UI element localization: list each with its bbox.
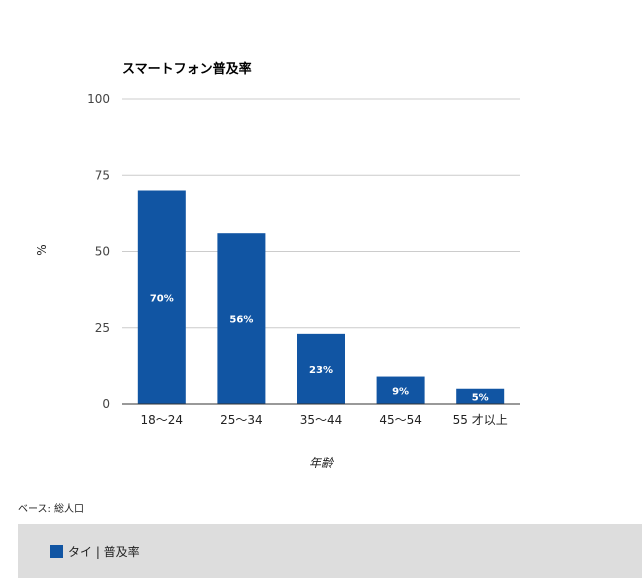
x-tick-label: 55 才以上 [453, 413, 508, 427]
bar-data-label: 23% [309, 365, 333, 376]
bar[interactable] [297, 333, 345, 404]
bars [137, 190, 505, 405]
y-axis-ticks: 0 25 50 75 100 [87, 92, 110, 411]
bar[interactable] [456, 388, 505, 404]
x-tick-label: 35〜44 [300, 413, 343, 427]
x-tick-label: 18〜24 [141, 413, 184, 427]
y-tick-label: 100 [87, 92, 110, 106]
y-tick-label: 75 [95, 168, 110, 182]
legend-label: タイ | 普及率 [68, 545, 140, 559]
y-axis-title: % [35, 244, 49, 255]
bar-data-label: 5% [472, 392, 489, 403]
chart: スマートフォン普及率 0 25 50 75 100 70% 56% 23% 9% 5% 18〜2… [35, 61, 520, 470]
base-note: ベース: 総人口 [18, 504, 85, 515]
y-tick-label: 50 [95, 245, 110, 259]
x-tick-label: 45〜54 [379, 413, 422, 427]
legend-swatch [50, 545, 63, 558]
x-tick-label: 25〜34 [220, 413, 263, 427]
bar-data-label: 9% [392, 386, 409, 397]
bar-labels: 70% 56% 23% 9% 5% [150, 293, 489, 403]
bar-data-label: 70% [150, 293, 174, 304]
legend-item[interactable]: タイ | 普及率 [50, 543, 140, 560]
y-tick-label: 25 [95, 321, 110, 335]
bar[interactable] [137, 190, 186, 405]
chart-title: スマートフォン普及率 [122, 61, 252, 77]
legend: タイ | 普及率 [18, 524, 642, 578]
gridlines [122, 98, 520, 329]
x-axis-title: 年齢 [309, 456, 335, 470]
bar-data-label: 56% [229, 315, 253, 326]
bar[interactable] [376, 376, 425, 404]
y-tick-label: 0 [102, 397, 110, 411]
bar[interactable] [217, 233, 266, 404]
x-axis-ticks: 18〜24 25〜34 35〜44 45〜54 55 才以上 [141, 413, 508, 427]
